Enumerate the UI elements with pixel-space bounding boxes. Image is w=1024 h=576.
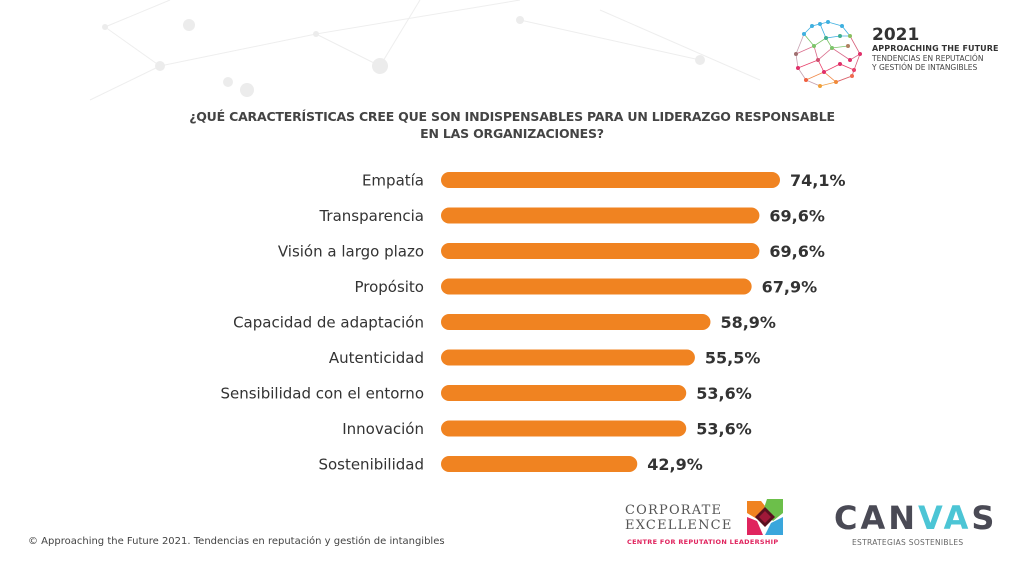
value-label: 69,6% xyxy=(769,242,825,261)
value-label: 58,9% xyxy=(720,313,776,332)
bar xyxy=(441,243,760,259)
approaching-the-future-logo: 2021 APPROACHING THE FUTURE TENDENCIAS E… xyxy=(790,14,1020,88)
value-label: 53,6% xyxy=(696,420,752,439)
bar xyxy=(441,207,760,224)
brand-tagline-line2: Y GESTIÓN DE INTANGIBLES xyxy=(872,63,978,72)
value-label: 53,6% xyxy=(696,384,752,403)
category-label: Sostenibilidad xyxy=(318,456,424,474)
chart-title-line2: EN LAS ORGANIZACIONES? xyxy=(420,126,604,141)
value-label: 67,9% xyxy=(762,278,818,297)
canvas-logo: CANVAS ESTRATEGIAS SOSTENIBLES xyxy=(834,500,994,550)
category-label: Capacidad de adaptación xyxy=(233,314,424,332)
ce-mosaic-icon xyxy=(747,499,783,535)
network-globe-icon xyxy=(794,20,862,88)
canvas-word-part1: CAN xyxy=(834,499,919,537)
chart-title-line1: ¿QUÉ CARACTERÍSTICAS CREE QUE SON INDISP… xyxy=(189,109,835,124)
bar xyxy=(441,385,687,401)
category-label: Innovación xyxy=(342,420,424,438)
brand-tagline-line1: TENDENCIAS EN REPUTACIÓN xyxy=(872,54,984,63)
category-label: Visión a largo plazo xyxy=(278,243,424,261)
bar-chart: Empatía 74,1% Transparencia 69,6% Visión a l… xyxy=(220,171,846,474)
category-label: Propósito xyxy=(354,278,424,296)
bar xyxy=(441,349,695,366)
bar xyxy=(441,314,711,330)
value-label: 42,9% xyxy=(647,455,703,474)
ce-name-line1: CORPORATE xyxy=(625,503,723,518)
canvas-word-accent: VA xyxy=(918,499,972,537)
value-label: 74,1% xyxy=(790,171,846,190)
bar xyxy=(441,456,638,472)
ce-name-line2: EXCELLENCE xyxy=(625,518,733,533)
category-label: Sensibilidad con el entorno xyxy=(220,385,424,403)
category-label: Transparencia xyxy=(318,207,424,225)
bar xyxy=(441,420,687,437)
chart-title: ¿QUÉ CARACTERÍSTICAS CREE QUE SON INDISP… xyxy=(130,108,894,142)
brand-subtitle: APPROACHING THE FUTURE xyxy=(872,44,999,53)
corporate-excellence-logo: CORPORATE EXCELLENCE CENTRE FOR REPUTATI… xyxy=(625,497,785,552)
category-label: Autenticidad xyxy=(329,349,424,367)
bar xyxy=(441,172,781,188)
ce-tagline: CENTRE FOR REPUTATION LEADERSHIP xyxy=(627,538,779,546)
value-label: 55,5% xyxy=(705,349,761,368)
bar xyxy=(441,278,752,295)
footer-copyright: © Approaching the Future 2021. Tendencia… xyxy=(28,536,445,547)
canvas-word-part3: S xyxy=(971,499,998,537)
category-label: Empatía xyxy=(362,172,424,190)
value-label: 69,6% xyxy=(769,207,825,226)
canvas-tagline: ESTRATEGIAS SOSTENIBLES xyxy=(852,538,964,547)
brand-year: 2021 xyxy=(872,25,920,45)
